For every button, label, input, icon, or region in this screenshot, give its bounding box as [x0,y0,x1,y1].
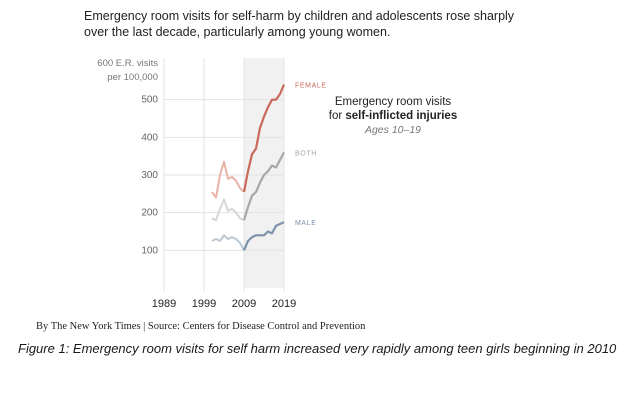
source-credit: By The New York Times | Source: Centers … [36,321,366,332]
y-tick-label: 300 [141,170,158,181]
headline-line-1: Emergency room visits for self-harm by c… [84,9,515,23]
x-tick-labels: 1989 1999 2009 2019 [152,298,296,310]
x-tick-label: 1989 [152,298,176,310]
figure-caption: Figure 1: Emergency room visits for self… [18,341,617,356]
annotation-prefix: for [328,110,346,122]
female-line-from-2009 [242,84,286,193]
female-line-before-2009 [211,160,245,199]
y-tick-label: 500 [141,95,158,106]
series-labels: FEMALE BOTH MALE [295,83,327,227]
y-axis-label-line-1: 600 E.R. visits [97,58,158,69]
line-chart: 600 E.R. visits per 100,000 500 400 300 200… [97,58,327,310]
headline-line-2: over the last decade, particularly among… [84,25,391,39]
x-tick-label: 2019 [272,298,296,310]
y-tick-labels: 500 400 300 200 100 [141,95,158,257]
x-tick-label: 2009 [232,298,256,310]
chart-headline: Emergency room visits for self-harm by c… [84,8,554,40]
gridlines [163,58,285,292]
y-tick-label: 400 [141,132,158,143]
both-line-before-2009 [211,198,245,222]
y-tick-label: 100 [141,245,158,256]
male-series-label: MALE [295,220,316,227]
shaded-region-2009-2019 [244,58,284,288]
chart-annotation: Emergency room visits for self-inflicted… [318,95,468,137]
annotation-bold: self-inflicted injuries [345,110,458,122]
both-series-label: BOTH [295,150,317,157]
x-tick-label: 1999 [192,298,216,310]
female-series-label: FEMALE [295,83,327,90]
both-line-from-2009 [242,151,285,221]
annotation-age-range: Ages 10–19 [364,124,422,136]
annotation-line-2: for self-inflicted injuries [318,109,468,123]
male-line-from-2009 [242,221,285,251]
series-lines [211,84,286,251]
male-line-before-2009 [211,234,245,251]
y-tick-label: 200 [141,208,158,219]
annotation-line-1: Emergency room visits [334,96,452,108]
y-axis-label-line-2: per 100,000 [107,72,158,83]
